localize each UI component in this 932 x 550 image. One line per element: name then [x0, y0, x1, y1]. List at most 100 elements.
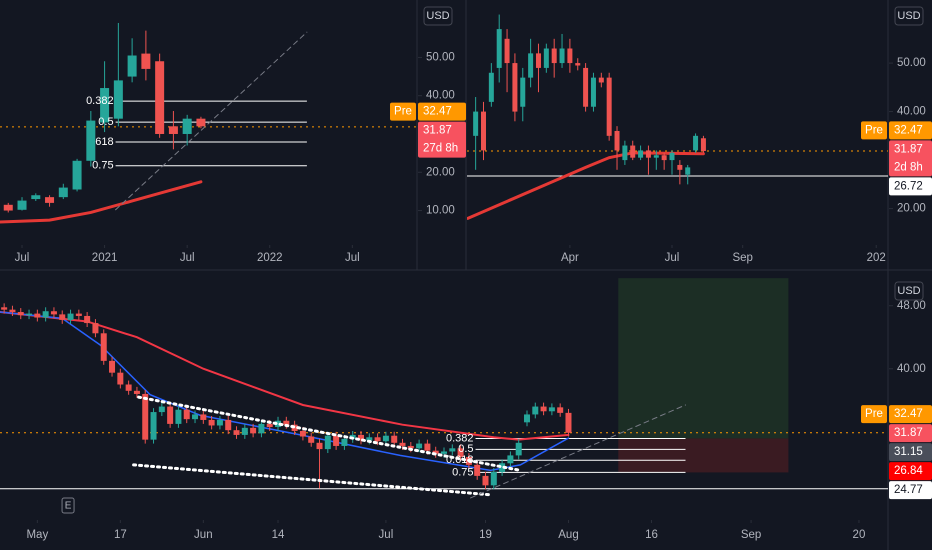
- candle-body: [407, 445, 414, 449]
- candle-body: [693, 135, 699, 151]
- fib-label: 618: [95, 136, 113, 148]
- moving-average: [0, 311, 570, 472]
- moving-average: [0, 180, 203, 224]
- candle-body: [109, 360, 116, 373]
- position-target: [618, 278, 789, 439]
- candle-body: [113, 80, 123, 119]
- candle-body: [31, 195, 41, 200]
- y-tick-label: 40.00: [897, 363, 926, 375]
- trendline: [470, 404, 686, 499]
- price-tag-value: 26.72: [894, 180, 923, 192]
- candle-body: [84, 315, 91, 324]
- price-tag: [889, 443, 932, 462]
- price-tag-value: 26.84: [894, 465, 923, 477]
- candle-body: [551, 48, 557, 64]
- candle-body: [67, 313, 74, 320]
- candle-body: [496, 29, 502, 68]
- x-tick-label: Jul: [345, 252, 360, 264]
- candle-body: [192, 414, 199, 420]
- candle-body: [482, 475, 489, 486]
- x-tick-label: 19: [479, 529, 492, 541]
- candle-body: [45, 197, 55, 203]
- candle-body: [520, 77, 526, 107]
- x-tick-label: 17: [114, 529, 127, 541]
- candle-body: [565, 412, 572, 433]
- x-tick-label: Aug: [558, 529, 578, 541]
- candle-body: [266, 423, 273, 428]
- candle-body: [59, 314, 66, 320]
- price-tag: [418, 121, 466, 158]
- price-tag: [889, 462, 932, 481]
- candle-body: [457, 448, 464, 457]
- price-tag-label: Pre: [394, 106, 412, 118]
- price-tag-value: 31.87: [423, 125, 452, 137]
- candle-body: [141, 53, 151, 69]
- candle-body: [42, 311, 49, 318]
- candle-body: [512, 63, 518, 112]
- y-tick-label: 48.00: [897, 300, 926, 312]
- price-tag: [889, 424, 932, 443]
- candle-body: [299, 430, 306, 437]
- candle-body: [653, 155, 659, 158]
- x-tick-label: 16: [645, 529, 658, 541]
- price-tag-value: 32.47: [423, 106, 452, 118]
- price-tag-label: Pre: [865, 124, 883, 136]
- moving-average: [0, 311, 570, 441]
- candle-body: [86, 120, 96, 161]
- price-tag-value: 24.77: [894, 484, 923, 496]
- fib-label: 0.382: [86, 95, 114, 107]
- price-tag: [889, 121, 932, 140]
- price-tag: [889, 405, 932, 424]
- x-tick-label: May: [26, 529, 48, 541]
- candle-body: [167, 406, 174, 424]
- trendline: [132, 463, 492, 497]
- candle-body: [283, 420, 290, 425]
- candle-body: [590, 77, 596, 107]
- y-tick-label: 10.00: [426, 205, 455, 217]
- candle-body: [606, 77, 612, 136]
- candle-body: [117, 372, 124, 385]
- candle-body: [416, 443, 423, 449]
- fib-label: 0.5: [458, 443, 473, 455]
- candle-body: [523, 414, 530, 423]
- x-tick-label: 20: [853, 529, 866, 541]
- x-tick-label: 2022: [257, 252, 283, 264]
- candle-body: [567, 48, 573, 64]
- candle-body: [490, 471, 497, 486]
- fib-label: 0.618: [446, 454, 474, 466]
- candle-body: [324, 435, 331, 450]
- y-tick-label: 40.00: [426, 90, 455, 102]
- candle-body: [488, 72, 494, 102]
- candle-body: [100, 88, 110, 123]
- candle-body: [391, 435, 398, 443]
- currency-box: [894, 281, 924, 301]
- price-tag-value: 32.47: [894, 408, 923, 420]
- candle-body: [559, 48, 565, 64]
- candle-body: [528, 53, 534, 78]
- price-tag-label: Pre: [865, 408, 883, 420]
- y-tick-label: 50.00: [897, 57, 926, 69]
- candle-body: [9, 309, 16, 313]
- price-tag-value: 32.47: [894, 124, 923, 136]
- x-tick-label: 202: [867, 252, 886, 264]
- candle-body: [182, 118, 192, 134]
- candle-body: [399, 442, 406, 446]
- currency-box: [423, 6, 453, 26]
- candle-body: [535, 53, 541, 68]
- candle-body: [34, 313, 41, 318]
- candle-body: [127, 55, 137, 77]
- currency-label: USD: [426, 10, 449, 22]
- x-tick-label: 14: [272, 529, 285, 541]
- candle-body: [622, 145, 628, 161]
- candle-body: [3, 204, 13, 211]
- candle-body: [669, 152, 675, 161]
- candle-body: [168, 126, 178, 134]
- candle-body: [540, 406, 547, 412]
- candle-body: [598, 77, 604, 83]
- candle-body: [548, 407, 555, 412]
- fib-label: 0.75: [92, 160, 113, 172]
- candle-body: [382, 435, 389, 442]
